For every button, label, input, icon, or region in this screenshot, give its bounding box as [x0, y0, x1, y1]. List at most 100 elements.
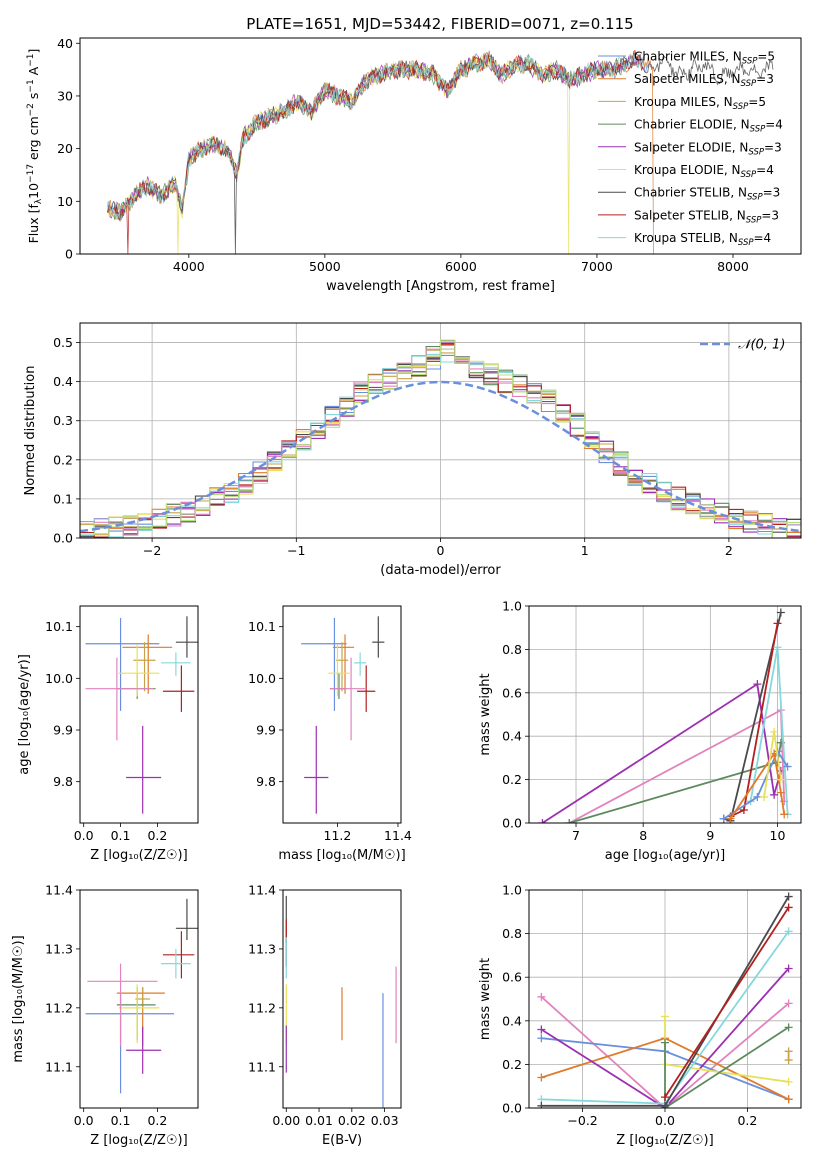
y-label-part: −2	[26, 103, 36, 116]
x-axis-label: E(B-V)	[322, 1133, 362, 1148]
weight-point-marker	[784, 964, 793, 973]
weight-point-marker	[773, 619, 782, 628]
legend-entry: Kroupa ELODIE, NSSP=4	[634, 163, 774, 180]
weight-point-marker	[538, 819, 547, 823]
weight-point-marker	[780, 810, 789, 819]
weight-point-marker	[719, 814, 728, 823]
x-tick-label: 7	[572, 828, 580, 843]
age-vs-metallicity-panel: 0.0 0.1 0.2 9.8 9.9 10.0 10.1 Z [log₁₀(Z/Z☉)] ag…	[17, 605, 199, 863]
normal-curve	[80, 380, 801, 533]
axes-frame	[79, 605, 199, 824]
axes-frame	[79, 322, 802, 539]
legend-entry: Chabrier STELIB, NSSP=3	[634, 186, 780, 203]
x-tick-label: 8	[639, 828, 647, 843]
x-tick-label: 0	[437, 543, 445, 558]
y-label-part: Flux [f	[26, 204, 41, 244]
legend-entry: Chabrier MILES, NSSP=5	[634, 50, 775, 67]
legend-text-part: Kroupa MILES, N	[634, 95, 733, 109]
y-tick-label: 9.9	[256, 723, 276, 738]
x-axis-label: Z [log₁₀(Z/Z☉)]	[616, 1133, 713, 1148]
y-tick-label: 11.4	[45, 883, 73, 898]
weight-point-marker	[784, 1077, 793, 1086]
x-tick-label: 7000	[581, 259, 613, 274]
x-axis-label: Z [log₁₀(Z/Z☉)]	[90, 1133, 187, 1148]
legend-text-part: =3	[761, 208, 779, 222]
x-tick-label: 0.2	[147, 828, 167, 843]
weight-point-marker	[776, 608, 785, 617]
weight-point-marker	[565, 819, 574, 823]
plot-area	[85, 898, 198, 1094]
legend-text-part: Salpeter MILES, N	[634, 72, 741, 86]
y-tick-label: 1.0	[502, 599, 522, 614]
y-tick-label: 10.1	[248, 619, 276, 634]
legend-text-part: =4	[754, 231, 772, 245]
weight-point-marker	[537, 1073, 546, 1082]
legend-text-part: =4	[756, 163, 774, 177]
y-label-part: −1	[26, 79, 36, 92]
weight-point-marker	[784, 999, 793, 1008]
x-tick-label: −2	[143, 543, 161, 558]
legend-text-part: Salpeter STELIB, N	[634, 208, 746, 222]
x-tick-label: −1	[287, 543, 305, 558]
weight-point-marker	[784, 1095, 793, 1104]
weight-series-line	[541, 682, 782, 823]
weight-series-line	[664, 906, 790, 1098]
y-label-part: A	[26, 66, 41, 79]
weight-point-marker	[760, 792, 769, 801]
x-tick-label: 2	[725, 543, 733, 558]
x-tick-label: 1	[581, 543, 589, 558]
y-label-part: −1	[26, 54, 36, 67]
y-tick-label: 11.1	[248, 1059, 276, 1074]
y-label-part: s	[26, 93, 41, 104]
x-tick-label: 0.1	[111, 1113, 131, 1128]
axes-frame	[528, 605, 802, 824]
y-tick-label: 10.0	[248, 671, 276, 686]
legend-text-part: =3	[763, 186, 781, 200]
legend-text-part: Salpeter ELODIE, N	[634, 140, 748, 154]
y-axis-label: age [log₁₀(age/yr)]	[17, 654, 32, 775]
weight-point-marker	[739, 805, 748, 814]
x-tick-label: 11.4	[384, 828, 412, 843]
x-tick-label: 0.02	[338, 1113, 366, 1128]
y-tick-label: 20	[57, 141, 73, 156]
legend-entry: Kroupa STELIB, NSSP=4	[634, 231, 771, 248]
y-tick-label: 11.2	[45, 1000, 73, 1015]
y-tick-label: 40	[57, 36, 73, 51]
weight-vs-metallicity-panel: −0.2 0.0 0.2 0.0 0.2 0.4 0.6 0.8 1.0 Z [log₁₀(Z/Z…	[478, 883, 802, 1148]
spectrum-series-line	[106, 49, 645, 254]
y-tick-label: 11.3	[45, 941, 73, 956]
weight-point-marker	[661, 1038, 669, 1047]
legend-text-part: =5	[748, 95, 766, 109]
weight-point-marker	[783, 762, 792, 771]
x-tick-label: 0.0	[655, 1113, 675, 1128]
legend-text-part: =5	[757, 50, 775, 64]
weight-point-marker	[784, 927, 793, 936]
axes-frame	[79, 889, 199, 1109]
weight-point-marker	[537, 1025, 546, 1034]
weight-point-marker	[784, 1056, 793, 1065]
plot-area	[537, 892, 793, 1108]
y-tick-label: 0	[65, 247, 73, 262]
legend-text-part: =3	[764, 140, 782, 154]
legend-text-part: Chabrier STELIB, N	[634, 186, 747, 200]
weight-point-marker	[770, 727, 779, 736]
weight-series-line	[540, 996, 790, 1108]
weight-point-marker	[537, 1034, 546, 1043]
x-axis-label: (data-model)/error	[380, 563, 501, 578]
y-tick-label: 10.0	[45, 671, 73, 686]
legend-text-part: SSP	[747, 193, 763, 203]
y-tick-label: 30	[57, 88, 73, 103]
y-tick-label: 10	[57, 194, 73, 209]
legend-text-part: =4	[765, 118, 783, 132]
mass-vs-metallicity-panel: 0.0 0.1 0.2 11.1 11.2 11.3 11.4 Z [log₁₀(Z/Z☉)]…	[11, 883, 199, 1148]
spectrum-panel: 4000 5000 6000 7000 8000 0 10 20 30 40 wavelength …	[26, 36, 802, 294]
y-tick-label: 0.2	[53, 452, 73, 467]
weight-point-marker	[537, 1101, 546, 1108]
legend-text-part: SSP	[742, 57, 758, 67]
x-tick-label: 0.0	[74, 828, 94, 843]
plot-area	[85, 616, 198, 814]
x-tick-label: 0.1	[111, 828, 131, 843]
x-tick-label: 8000	[717, 259, 749, 274]
y-axis-label: Flux [fλ10−17 erg cm−2 s−1 A−1]	[26, 49, 44, 244]
